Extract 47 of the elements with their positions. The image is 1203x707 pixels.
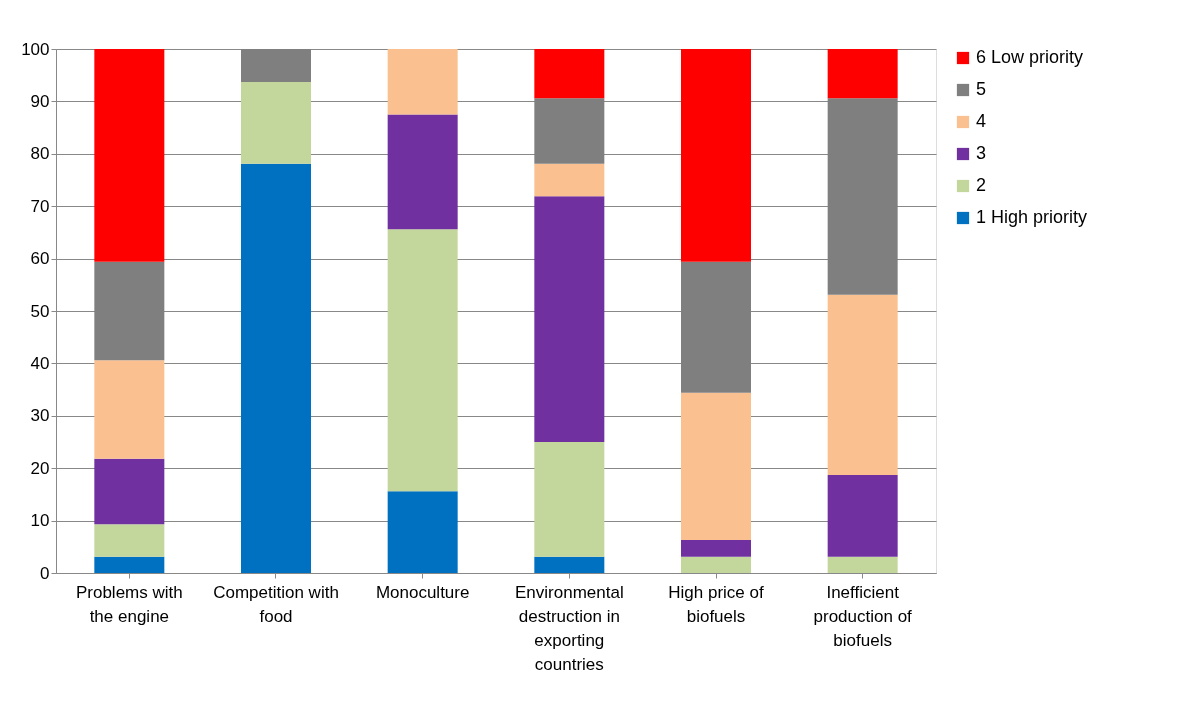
- bar: [827, 475, 898, 557]
- y-tick-label: 30: [30, 406, 50, 426]
- bar: [534, 442, 605, 557]
- bar: [94, 360, 165, 459]
- bar: [681, 392, 751, 540]
- bar: [534, 163, 605, 197]
- legend-label: 1 High priority: [976, 207, 1088, 227]
- bar: [681, 49, 751, 262]
- bar: [241, 163, 311, 573]
- legend-label: 2: [976, 175, 987, 195]
- y-tick-label: 10: [30, 511, 50, 531]
- legend-label: 6 Low priority: [976, 47, 1084, 67]
- bar: [387, 49, 458, 115]
- bar: [387, 491, 458, 573]
- bar: [534, 556, 605, 573]
- y-tick-label: 40: [30, 353, 50, 373]
- bar: [94, 524, 165, 557]
- bar: [387, 114, 458, 230]
- bar: [94, 556, 165, 573]
- bar: [534, 196, 605, 442]
- bar: [827, 556, 898, 573]
- x-tick-label: Competition with food: [213, 582, 339, 626]
- bar: [241, 82, 311, 164]
- bar: [827, 49, 898, 99]
- x-tick-label: Inefficient production of biofuels: [813, 582, 913, 650]
- bar: [534, 49, 605, 99]
- x-tick-label: High price of biofuels: [668, 582, 764, 626]
- y-tick-label: 70: [30, 196, 50, 216]
- x-tick-label: Problems with the engine: [75, 582, 183, 626]
- y-tick-label: 80: [30, 144, 50, 164]
- y-tick-label: 90: [30, 91, 50, 111]
- bar: [387, 229, 458, 492]
- bar: [94, 49, 165, 262]
- y-tick-label: 100: [21, 39, 50, 59]
- x-tick-label: Environmental destruction in exporting countries: [515, 582, 624, 674]
- y-tick-label: 60: [30, 249, 50, 269]
- bar: [827, 294, 898, 476]
- legend-label: 3: [976, 143, 987, 163]
- y-tick-label: 20: [30, 458, 50, 478]
- bar: [681, 539, 751, 557]
- legend-label: 5: [976, 79, 987, 99]
- legend-label: 4: [976, 111, 987, 131]
- bar: [681, 556, 751, 573]
- bar: [94, 458, 165, 525]
- x-tick-label: Monoculture: [375, 582, 470, 602]
- y-tick-label: 50: [30, 301, 50, 321]
- y-tick-label: 0: [40, 563, 50, 583]
